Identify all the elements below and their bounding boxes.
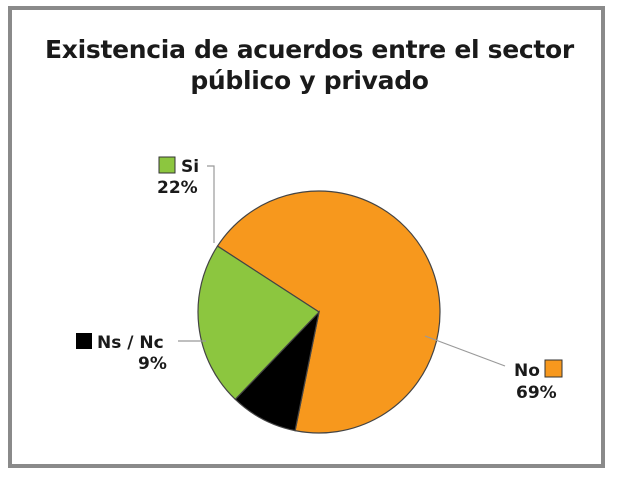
legend-swatch-si <box>158 156 176 174</box>
slice-value-no: 69% <box>516 383 557 403</box>
pie-slice-si <box>197 245 320 401</box>
slice-label-si: Si <box>181 157 199 177</box>
leader-line-si <box>207 165 215 243</box>
pie-slices <box>197 190 441 434</box>
chart-title: Existencia de acuerdos entre el sector p… <box>0 34 619 96</box>
slice-label-no: No <box>514 361 540 381</box>
slice-value-si: 22% <box>157 178 198 198</box>
legend-swatch-nsnc <box>76 333 92 349</box>
leader-line-no <box>424 335 506 367</box>
pie-slice-no <box>216 190 441 434</box>
slice-label-nsnc: Ns / Nc <box>97 333 164 353</box>
legend-swatch-no <box>544 359 563 378</box>
chart-title-line-2: público y privado <box>190 66 429 95</box>
slice-value-nsnc: 9% <box>138 354 167 374</box>
chart-title-line-1: Existencia de acuerdos entre el sector <box>45 35 574 64</box>
